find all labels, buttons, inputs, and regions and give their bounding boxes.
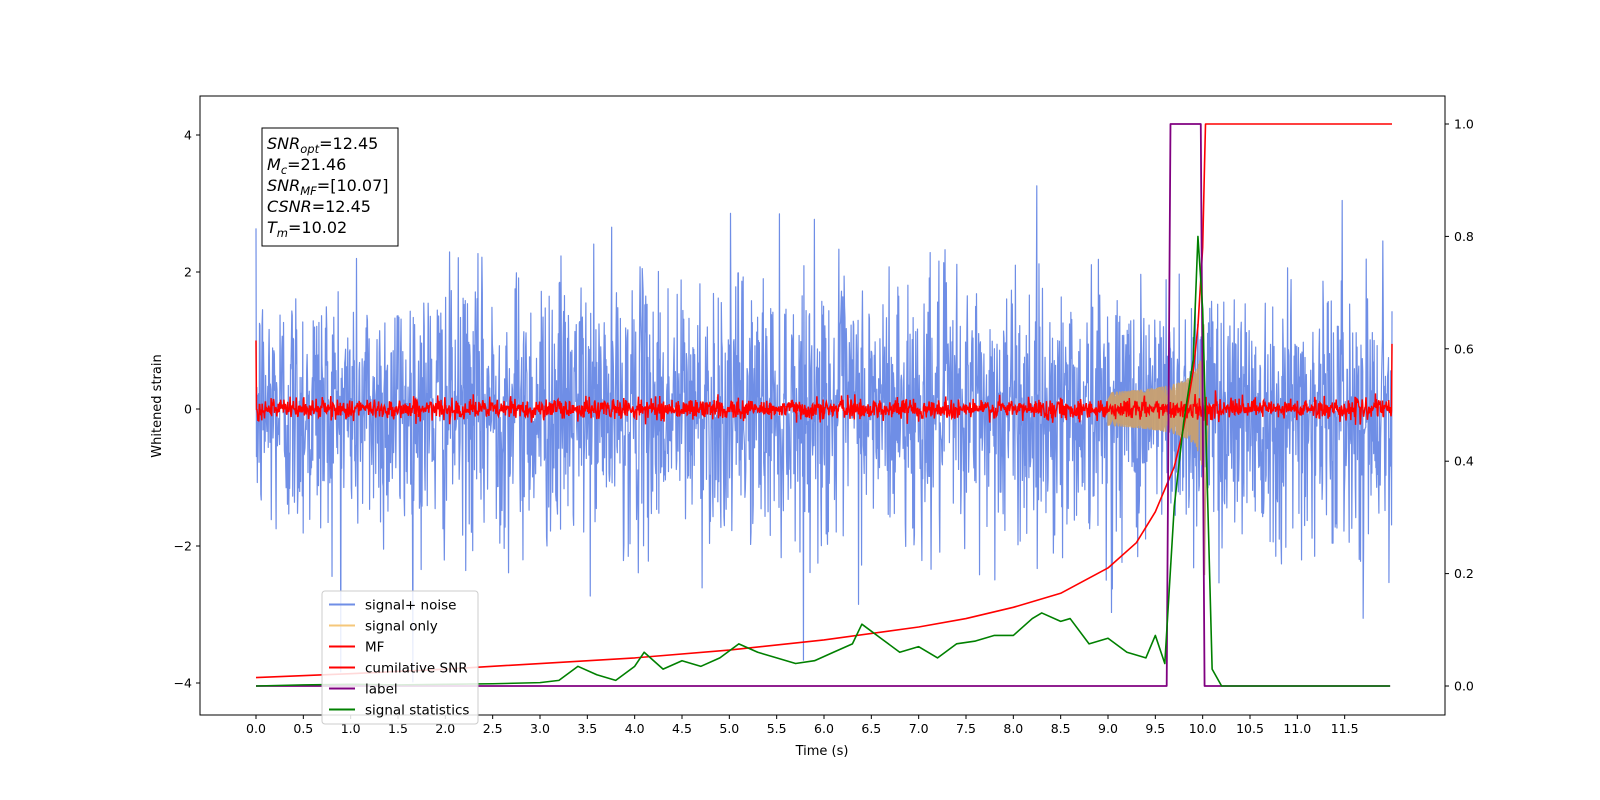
legend-frame — [321, 590, 479, 725]
x-tick-label: 8.0 — [1003, 721, 1023, 736]
legend-entry: signal only — [365, 619, 438, 635]
annotation-value: =12.45 — [319, 134, 378, 153]
x-tick-label: 8.5 — [1051, 721, 1071, 736]
annotation-subscript: opt — [300, 142, 319, 156]
annotation-value: =10.02 — [288, 218, 347, 237]
y-tick-label: −2 — [174, 539, 192, 554]
annotation-frame — [261, 127, 399, 247]
series-signal-only-line — [1107, 324, 1209, 576]
x-tick-label: 1.5 — [388, 721, 408, 736]
x-tick-label: 2.0 — [435, 721, 455, 736]
x-tick-label: 0.0 — [246, 721, 266, 736]
x-tick-label: 9.0 — [1098, 721, 1118, 736]
legend-entry: label — [365, 682, 398, 698]
x-tick-label: 9.5 — [1145, 721, 1165, 736]
y2-tick-label: 0.2 — [1454, 566, 1474, 581]
y2-tick-label: 0.8 — [1454, 229, 1474, 244]
annotation-value: =[10.07] — [317, 176, 389, 195]
y2-tick-label: 0.0 — [1454, 679, 1474, 694]
x-tick-label: 5.0 — [719, 721, 739, 736]
annotation-subscript: MF — [300, 184, 317, 198]
annotation-line: CSNR=12.45 — [267, 197, 371, 216]
x-tick-label: 6.5 — [861, 721, 881, 736]
annotation-value: =21.46 — [287, 155, 346, 174]
legend-entry: cumilative SNR — [365, 661, 468, 677]
x-tick-label: 5.5 — [767, 721, 787, 736]
legend-entry: signal+ noise — [365, 598, 456, 614]
y-tick-label: 4 — [184, 128, 192, 143]
x-tick-label: 6.0 — [814, 721, 834, 736]
x-tick-label: 10.5 — [1236, 721, 1264, 736]
y-tick-label: 0 — [184, 402, 192, 417]
metrics-annotation: SNRopt=12.45Mc=21.46SNRMF=[10.07]CSNR=12… — [261, 127, 399, 247]
y-tick-label: −4 — [174, 676, 192, 691]
x-tick-label: 1.0 — [341, 721, 361, 736]
x-tick-label: 2.5 — [483, 721, 503, 736]
x-tick-label: 7.0 — [909, 721, 929, 736]
x-tick-label: 11.5 — [1331, 721, 1359, 736]
series-cumulative-snr-line — [255, 123, 1392, 679]
x-tick-label: 7.5 — [956, 721, 976, 736]
y2-tick-label: 0.4 — [1454, 454, 1474, 469]
annotation-line: SNRopt=12.45 — [267, 134, 378, 156]
annotation-subscript: c — [281, 163, 288, 177]
annotation-symbol: SNR — [267, 176, 300, 195]
x-tick-label: 3.0 — [530, 721, 550, 736]
x-axis-label: Time (s) — [795, 744, 849, 759]
axis-ticks: 0.0 0.5 1.0 1.5 2.0 2.5 3.0 3.5 4.0 4.5 5.0 5.5 6.0 6… — [174, 117, 1474, 737]
x-tick-label: 3.5 — [577, 721, 597, 736]
annotation-value: =12.45 — [312, 197, 371, 216]
axes-frame — [199, 95, 1446, 716]
legend-entry: signal statistics — [365, 703, 469, 719]
annotation-subscript: m — [277, 226, 288, 240]
y2-tick-label: 0.6 — [1454, 341, 1474, 356]
annotation-symbol: T — [267, 218, 278, 237]
x-tick-label: 11.0 — [1283, 721, 1311, 736]
annotation-symbol: CSNR — [267, 197, 312, 216]
annotation-symbol: SNR — [267, 134, 300, 153]
legend-entry: MF — [365, 640, 384, 656]
x-tick-label: 0.5 — [293, 721, 313, 736]
y2-tick-label: 1.0 — [1454, 117, 1474, 132]
y-tick-label: 2 — [184, 265, 192, 280]
plot-area — [255, 123, 1393, 687]
annotation-line: Mc=21.46 — [267, 155, 346, 177]
x-tick-label: 4.5 — [672, 721, 692, 736]
x-tick-label: 4.0 — [625, 721, 645, 736]
x-tick-label: 10.0 — [1189, 721, 1217, 736]
annotation-line: Tm=10.02 — [267, 218, 347, 240]
annotation-line: SNRMF=[10.07] — [267, 176, 389, 198]
y-axis-label: Whitened strain — [150, 354, 165, 457]
series-signal-statistics-line — [255, 235, 1391, 687]
legend: signal+ noise signal only MF cumilative SNR… — [321, 590, 479, 725]
annotation-symbol: M — [267, 155, 281, 174]
